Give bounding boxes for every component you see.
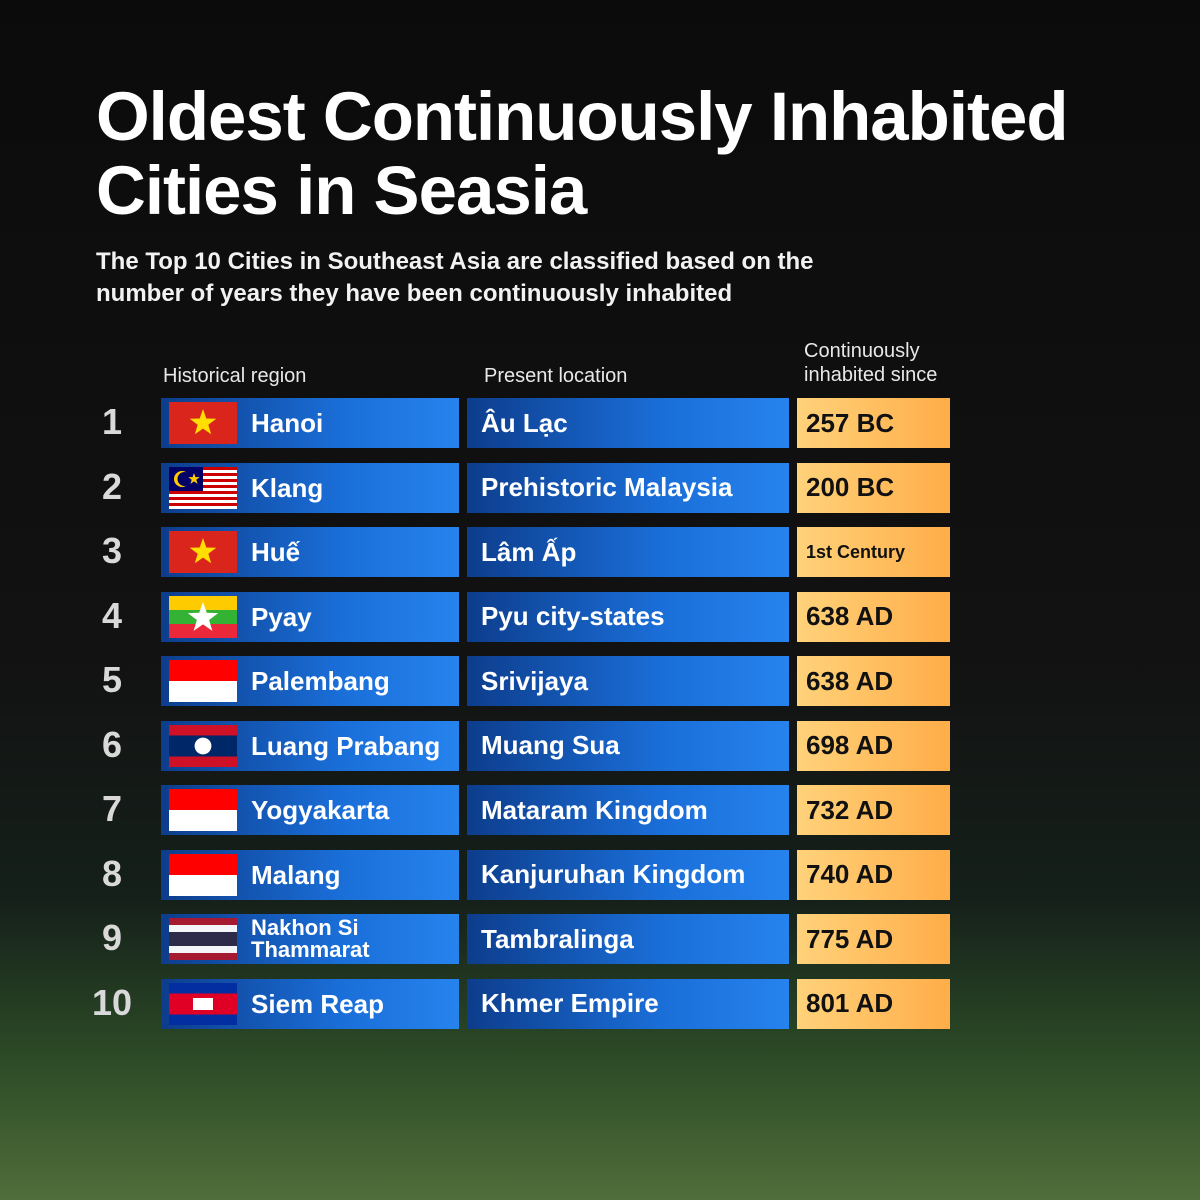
flag (169, 918, 237, 960)
flag (169, 789, 237, 831)
flag (169, 724, 237, 767)
since-cell: 801 AD (797, 978, 950, 1029)
rank: 10 (91, 981, 133, 1023)
column-header: Continuously inhabited since (804, 340, 938, 386)
location-cell: Prehistoric Malaysia (467, 462, 789, 513)
location-cell: Âu Lạc (467, 398, 789, 448)
flag (169, 660, 237, 702)
location-cell: Mataram Kingdom (467, 785, 789, 835)
region-cell: Huế (161, 527, 459, 577)
title: Oldest Continuously Inhabited Cities in … (96, 78, 1069, 229)
since-cell: 1st Century (797, 527, 950, 577)
rank: 7 (101, 788, 123, 829)
region-cell: Klang (161, 462, 459, 513)
location-cell: Muang Sua (467, 720, 789, 771)
flag (169, 402, 237, 444)
city-name: Malang (251, 859, 341, 890)
since-cell: 740 AD (797, 849, 950, 900)
since-cell: 638 AD (797, 656, 950, 706)
rank: 6 (101, 723, 123, 765)
city-name: Huế (251, 537, 301, 567)
region-cell: Nakhon Si Thammarat (161, 914, 459, 964)
location-cell: Lâm Ấp (467, 527, 789, 577)
since-cell: 698 AD (797, 720, 950, 771)
city-name: Pyay (251, 601, 312, 632)
column-header: Historical region (163, 365, 307, 387)
since-cell: 200 BC (797, 462, 950, 513)
rank: 4 (101, 594, 123, 636)
city-name: Luang Prabang (251, 730, 441, 761)
rank: 9 (101, 917, 123, 958)
since-cell: 638 AD (797, 591, 950, 642)
rank: 3 (101, 530, 123, 571)
city-name: Yogyakarta (251, 795, 390, 825)
city-name: Palembang (251, 666, 390, 696)
rank: 8 (101, 852, 123, 894)
city-name: Siem Reap (251, 988, 384, 1019)
region-cell: Pyay (161, 591, 459, 642)
location-cell: Pyu city-states (467, 591, 789, 642)
region-cell: Siem Reap (161, 978, 459, 1029)
rank: 2 (101, 465, 123, 507)
location-cell: Kanjuruhan Kingdom (467, 849, 789, 900)
region-cell: Yogyakarta (161, 785, 459, 835)
region-cell: Palembang (161, 656, 459, 706)
city-name: Klang (251, 472, 324, 503)
flag (169, 531, 237, 573)
region-cell: Malang (161, 849, 459, 900)
since-cell: 732 AD (797, 785, 950, 835)
location-cell: Khmer Empire (467, 978, 789, 1029)
region-cell: Hanoi (161, 398, 459, 448)
column-header: Present location (484, 365, 628, 387)
flag (169, 853, 237, 896)
subtitle: The Top 10 Cities in Southeast Asia are … (96, 248, 814, 307)
location-cell: Srivijaya (467, 656, 789, 706)
region-cell: Luang Prabang (161, 720, 459, 771)
flag (169, 466, 237, 509)
rank: 1 (101, 401, 123, 442)
city-name: Nakhon Si Thammarat (251, 915, 370, 962)
city-name: Hanoi (251, 408, 324, 438)
flag (169, 982, 237, 1025)
flag (169, 595, 237, 638)
location-cell: Tambralinga (467, 914, 789, 964)
since-cell: 257 BC (797, 398, 950, 448)
since-cell: 775 AD (797, 914, 950, 964)
rank: 5 (101, 659, 123, 700)
